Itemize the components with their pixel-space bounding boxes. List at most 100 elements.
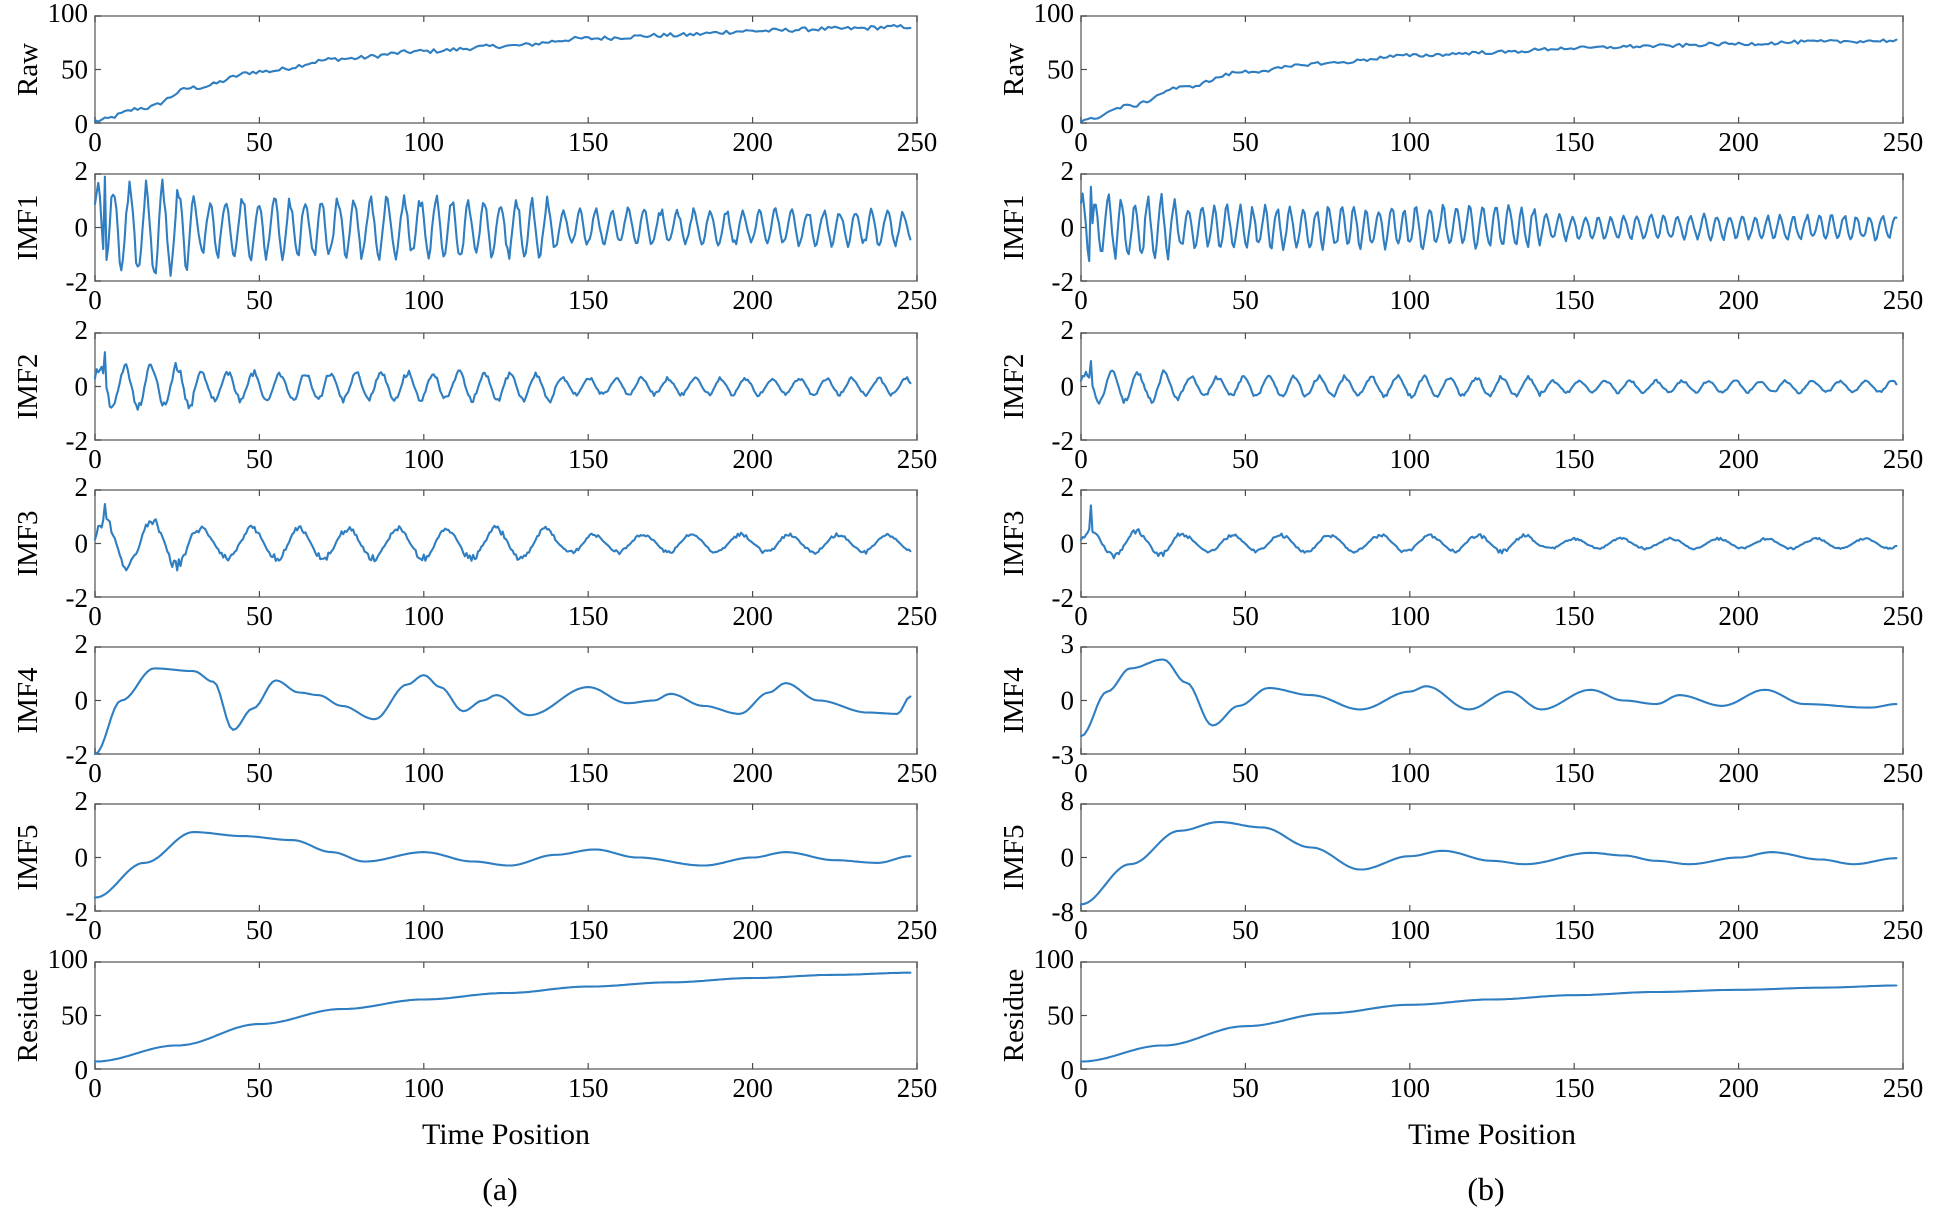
y-tick-label: -2 [66,583,89,613]
series-line-imf5 [93,831,912,899]
y-tick-label: -2 [66,897,89,927]
x-tick-label: 100 [1390,601,1431,631]
y-tick-label: 0 [1061,1055,1075,1085]
x-tick-label: 200 [1718,285,1759,315]
y-tick-label: 0 [75,686,89,716]
x-tick-label: 150 [568,758,609,788]
y-tick-label: 2 [75,472,89,502]
y-tick-label: 2 [1061,472,1075,502]
x-tick-label: 150 [1554,915,1595,945]
x-tick-label: 150 [1554,601,1595,631]
x-tick-label: 50 [246,285,273,315]
x-tick-label: 200 [732,758,773,788]
x-tick-label: 250 [1883,758,1924,788]
y-tick-label: 2 [75,156,89,186]
x-tick-label: 150 [1554,758,1595,788]
y-tick-label: 0 [1061,843,1075,873]
y-axis-label: Residue [998,969,1030,1062]
y-axis-label: IMF5 [998,824,1030,890]
y-tick-label: -2 [1052,267,1075,297]
x-tick-label: 0 [1074,444,1088,474]
series-line-residue [1079,984,1898,1063]
x-tick-label: 0 [88,1073,102,1103]
y-tick-label: 2 [75,786,89,816]
y-tick-label: -2 [1052,426,1075,456]
y-axis-label: IMF5 [12,824,44,890]
y-tick-label: 50 [1047,1001,1074,1031]
x-tick-label: 0 [88,285,102,315]
series-line-imf1 [93,175,912,277]
x-tick-label: 250 [1883,444,1924,474]
x-tick-label: 100 [1390,285,1431,315]
y-tick-label: 0 [1061,686,1075,716]
y-axis-label: IMF1 [12,194,44,260]
x-tick-label: 100 [404,127,445,157]
x-tick-label: 250 [1883,915,1924,945]
y-tick-label: 2 [1061,156,1075,186]
x-tick-label: 250 [1883,1073,1924,1103]
x-tick-label: 200 [1718,915,1759,945]
x-tick-label: 150 [568,285,609,315]
axes-frame [94,961,918,1070]
x-tick-label: 50 [246,1073,273,1103]
series-line-residue [93,971,912,1063]
x-tick-label: 200 [732,444,773,474]
x-tick-label: 0 [1074,601,1088,631]
series-line-imf1 [1079,185,1898,263]
x-tick-label: 200 [1718,1073,1759,1103]
series-line-imf3 [1079,504,1898,560]
y-axis-label: IMF2 [12,353,44,419]
x-tick-label: 100 [404,915,445,945]
y-tick-label: 0 [75,529,89,559]
x-tick-label: 150 [568,915,609,945]
x-tick-label: 0 [1074,758,1088,788]
y-tick-label: 100 [48,0,89,28]
x-tick-label: 150 [1554,285,1595,315]
y-tick-label: -2 [66,740,89,770]
y-tick-label: -3 [1052,740,1075,770]
y-tick-label: -2 [66,426,89,456]
x-tick-label: 200 [1718,601,1759,631]
y-axis-label: Raw [998,43,1030,96]
axes-frame [94,489,918,598]
panel-caption: (b) [1467,1171,1504,1207]
x-tick-label: 250 [1883,127,1924,157]
axes-frame [94,332,918,441]
y-tick-label: 2 [1061,315,1075,345]
x-tick-label: 50 [1232,127,1259,157]
y-tick-label: 0 [75,372,89,402]
x-tick-label: 100 [404,758,445,788]
y-tick-label: 0 [75,1055,89,1085]
x-tick-label: 0 [1074,285,1088,315]
panel-caption: (a) [482,1171,518,1207]
x-tick-label: 50 [246,915,273,945]
axes-frame [94,803,918,912]
x-tick-label: 250 [897,127,938,157]
x-tick-label: 50 [1232,601,1259,631]
x-tick-label: 250 [897,285,938,315]
y-tick-label: -2 [1052,583,1075,613]
x-axis-label: Time Position [422,1118,590,1151]
x-tick-label: 100 [1390,1073,1431,1103]
y-axis-label: IMF2 [998,353,1030,419]
x-tick-label: 50 [246,127,273,157]
x-tick-label: 200 [732,1073,773,1103]
x-tick-label: 200 [732,601,773,631]
x-tick-label: 50 [1232,758,1259,788]
axes-frame [94,173,918,282]
x-tick-label: 100 [404,285,445,315]
x-tick-label: 250 [1883,285,1924,315]
x-tick-label: 200 [732,915,773,945]
x-tick-label: 0 [1074,915,1088,945]
x-tick-label: 150 [568,1073,609,1103]
x-tick-label: 50 [1232,444,1259,474]
y-axis-label: IMF4 [12,667,44,734]
